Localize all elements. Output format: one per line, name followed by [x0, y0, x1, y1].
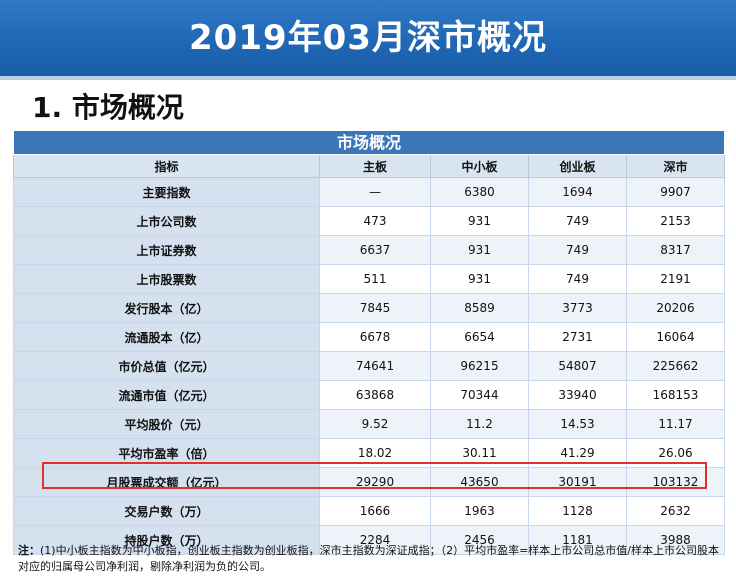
table-row: 上市公司数 473 931 749 2153 [13, 206, 726, 236]
table-cell: 749 [528, 206, 627, 236]
table-cell: 931 [430, 206, 529, 236]
table-cell: 14.53 [528, 409, 627, 439]
table-row: 月股票成交额（亿元） 29290 43650 30191 103132 [13, 467, 726, 497]
table-cell: 11.17 [625, 409, 726, 439]
table-cell: 9907 [625, 177, 726, 207]
table-row: 主要指数 —6380 1694 9907 [13, 177, 726, 207]
column-header: 创业板 [528, 154, 627, 178]
row-label: 持股户数（万） [13, 525, 320, 555]
table-cell: 29290 [319, 467, 431, 497]
table-cell: 18.02 [319, 438, 431, 468]
row-label: 交易户数（万） [13, 496, 320, 526]
section-heading: 1. 市场概况 [32, 91, 184, 124]
table-cell: 2191 [625, 264, 726, 294]
row-label: 市价总值（亿元） [13, 351, 320, 381]
table-cell: 3988 [625, 525, 726, 555]
title-banner: 2019年03月深市概况 [0, 0, 736, 80]
table-cell: 1694 [528, 177, 627, 207]
column-header: 深市 [625, 154, 726, 178]
row-label: 上市股票数 [13, 264, 320, 294]
table-row: 流通市值（亿元） 63868 70344 33940 168153 [13, 380, 726, 410]
column-header: 指标 [13, 154, 320, 178]
table-row: 市价总值（亿元） 74641 96215 54807 225662 [13, 351, 726, 381]
table-cell: 2456 [430, 525, 529, 555]
table-cell: 43650 [430, 467, 529, 497]
table-cell: 931 [430, 264, 529, 294]
table-cell: 749 [528, 264, 627, 294]
column-header: 中小板 [430, 154, 529, 178]
table-row: 交易户数（万） 1666 1963 1128 2632 [13, 496, 726, 526]
table-row: 流通股本（亿） 6678 6654 2731 16064 [13, 322, 726, 352]
row-label: 月股票成交额（亿元） [13, 467, 320, 497]
table-cell: 8589 [430, 293, 529, 323]
page-title: 2019年03月深市概况 [189, 18, 547, 58]
table-row: 平均股价（元） 9.52 11.2 14.53 11.17 [13, 409, 726, 439]
table-cell: 6678 [319, 322, 431, 352]
table-cell: 96215 [430, 351, 529, 381]
row-label: 发行股本（亿） [13, 293, 320, 323]
footnote-prefix: 注： [18, 544, 40, 557]
table-cell: 54807 [528, 351, 627, 381]
table-cell: 63868 [319, 380, 431, 410]
row-label: 流通市值（亿元） [13, 380, 320, 410]
table-cell: 1666 [319, 496, 431, 526]
row-label: 平均市盈率（倍） [13, 438, 320, 468]
table-title: 市场概况 [12, 130, 726, 155]
table-cell: 2153 [625, 206, 726, 236]
table-cell: 6654 [430, 322, 529, 352]
table-cell: 33940 [528, 380, 627, 410]
table-cell: 20206 [625, 293, 726, 323]
table-row: 持股户数（万） 2284 2456 1181 3988 [13, 525, 726, 555]
table-cell: 7845 [319, 293, 431, 323]
table-cell: 3773 [528, 293, 627, 323]
table-cell: 41.29 [528, 438, 627, 468]
row-label: 平均股价（元） [13, 409, 320, 439]
table-cell: — [319, 177, 431, 207]
table-row: 上市证券数 6637 931 749 8317 [13, 235, 726, 265]
table-cell: 103132 [625, 467, 726, 497]
table-row: 上市股票数 511 931 749 2191 [13, 264, 726, 294]
table-row: 平均市盈率（倍） 18.02 30.11 41.29 26.06 [13, 438, 726, 468]
table-cell: 1963 [430, 496, 529, 526]
table-cell: 9.52 [319, 409, 431, 439]
table-cell: 6380 [430, 177, 529, 207]
table-cell: 1181 [528, 525, 627, 555]
table-cell: 30191 [528, 467, 627, 497]
footnote-text: (1)中小板主指数为中小板指，创业板主指数为创业板指，深市主指数为深证成指；（2… [18, 544, 719, 573]
column-header: 主板 [319, 154, 431, 178]
table-cell: 70344 [430, 380, 529, 410]
table-cell: 74641 [319, 351, 431, 381]
table-cell: 749 [528, 235, 627, 265]
table-cell: 6637 [319, 235, 431, 265]
row-label: 主要指数 [13, 177, 320, 207]
table-cell: 931 [430, 235, 529, 265]
table-cell: 2731 [528, 322, 627, 352]
table-cell: 2632 [625, 496, 726, 526]
table-cell: 26.06 [625, 438, 726, 468]
table-cell: 8317 [625, 235, 726, 265]
footnote: 注：(1)中小板主指数为中小板指，创业板主指数为创业板指，深市主指数为深证成指；… [18, 543, 728, 575]
market-overview-table: 市场概况 指标 主板 中小板 创业板 深市 主要指数 —6380 1694 9907 上… [12, 130, 726, 555]
table-cell: 11.2 [430, 409, 529, 439]
table-cell: 473 [319, 206, 431, 236]
table-row: 发行股本（亿） 7845 8589 3773 20206 [13, 293, 726, 323]
market-overview-table-container: 市场概况 指标 主板 中小板 创业板 深市 主要指数 —6380 1694 9907 上… [12, 130, 726, 555]
table-cell: 1128 [528, 496, 627, 526]
table-cell: 16064 [625, 322, 726, 352]
table-cell: 511 [319, 264, 431, 294]
table-cell: 30.11 [430, 438, 529, 468]
table-cell: 168153 [625, 380, 726, 410]
table-cell: 225662 [625, 351, 726, 381]
row-label: 流通股本（亿） [13, 322, 320, 352]
row-label: 上市公司数 [13, 206, 320, 236]
row-label: 上市证券数 [13, 235, 320, 265]
table-header-row: 指标 主板 中小板 创业板 深市 [13, 154, 726, 178]
